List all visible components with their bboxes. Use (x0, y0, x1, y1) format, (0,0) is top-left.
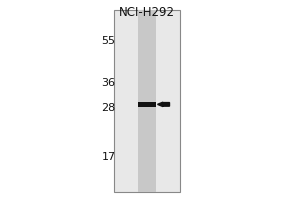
Text: NCI-H292: NCI-H292 (119, 6, 175, 19)
Text: 55: 55 (101, 36, 116, 46)
Text: 17: 17 (101, 152, 116, 162)
Text: 36: 36 (101, 78, 116, 88)
Text: 28: 28 (101, 103, 116, 113)
